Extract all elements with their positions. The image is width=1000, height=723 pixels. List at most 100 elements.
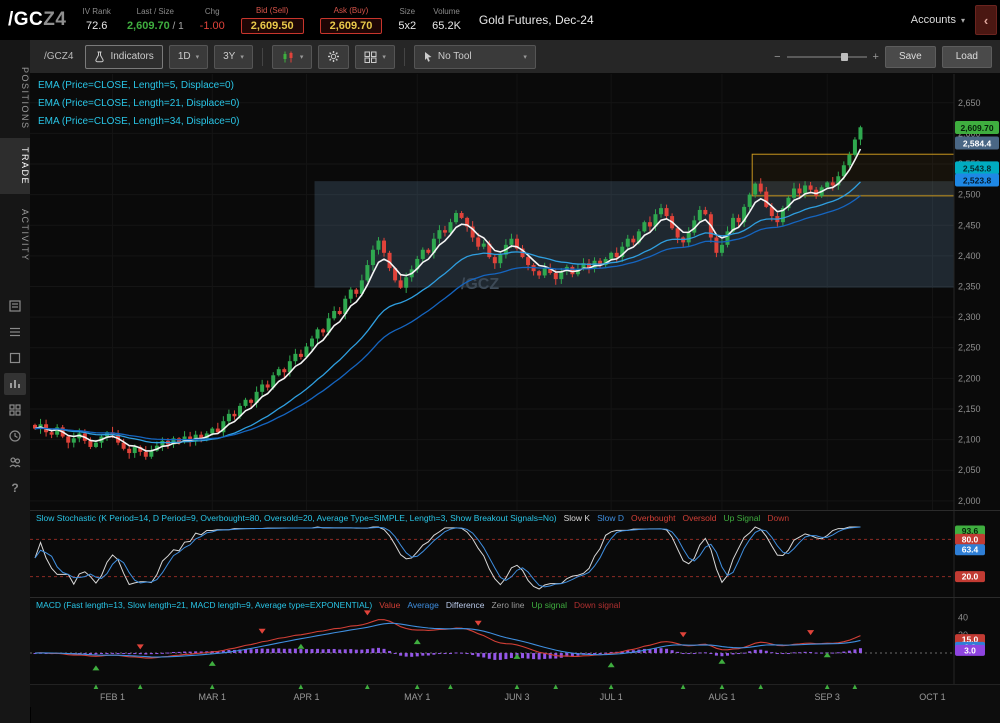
collapse-panel-button[interactable]: ‹	[975, 5, 997, 35]
watchlist-icon[interactable]	[4, 321, 26, 343]
ema34-label[interactable]: EMA (Price=CLOSE, Length=34, Displace=0)	[38, 113, 240, 131]
svg-text:20.0: 20.0	[962, 572, 979, 582]
range-dropdown[interactable]: 3Y ▾	[214, 45, 253, 69]
time-axis-label: JUL 1	[594, 692, 628, 702]
main-chart-panel[interactable]: EMA (Price=CLOSE, Length=5, Displace=0) …	[30, 74, 1000, 510]
news-icon[interactable]	[4, 295, 26, 317]
accounts-menu[interactable]: Accounts ▾	[911, 14, 965, 26]
volume-field: Volume 65.2K	[432, 7, 461, 33]
volume-value: 65.2K	[432, 19, 461, 33]
indicators-button[interactable]: Indicators	[85, 45, 162, 69]
drawing-tool-dropdown[interactable]: No Tool ▾	[414, 45, 536, 69]
macd-chart-canvas[interactable]: 402015.06.33.0	[30, 598, 1000, 685]
legend-item: Difference	[446, 600, 485, 610]
up-signal-arrow-icon	[92, 665, 99, 670]
chevron-down-icon: ▾	[961, 16, 965, 25]
chart-settings-button[interactable]	[318, 45, 349, 69]
svg-text:/GCZ: /GCZ	[461, 276, 499, 293]
change-label: Chg	[205, 7, 220, 17]
up-signal-arrow-icon: ▲	[851, 682, 859, 691]
legend-item: Slow Stochastic (K Period=14, D Period=9…	[36, 513, 557, 523]
save-button[interactable]: Save	[885, 46, 936, 68]
svg-text:2,650: 2,650	[958, 98, 981, 108]
svg-text:2,200: 2,200	[958, 373, 981, 383]
help-icon[interactable]: ?	[4, 477, 26, 499]
layout-dropdown[interactable]: ▾	[355, 45, 395, 69]
timeframe-dropdown[interactable]: 1D ▾	[169, 45, 208, 69]
sidebar-tab-positions[interactable]: POSITIONS	[0, 58, 30, 139]
chart-icon[interactable]	[4, 373, 26, 395]
svg-text:2,523.8: 2,523.8	[963, 176, 992, 186]
volume-label: Volume	[433, 7, 460, 17]
chevron-down-icon: ▾	[196, 53, 200, 61]
last-size-label: Last / Size	[137, 7, 174, 17]
time-axis: FEB 1MAR 1APR 1MAY 1JUN 3JUL 1AUG 1SEP 3…	[30, 684, 1000, 707]
up-signal-arrow-icon: ▲	[679, 682, 687, 691]
time-axis-label: FEB 1	[96, 692, 130, 702]
cursor-icon	[423, 51, 433, 63]
sidebar-tab-activity[interactable]: ACTIVITY	[0, 200, 30, 271]
instrument-description: Gold Futures, Dec-24	[479, 13, 594, 27]
up-signal-arrow-icon: ▲	[297, 682, 305, 691]
slow-d-line	[35, 527, 860, 587]
up-signal-arrow-icon: ▲	[513, 682, 521, 691]
header: /GCZ4 IV Rank 72.6 Last / Size 2,609.70 …	[0, 0, 1000, 40]
last-price-value: 2,609.70 / 1	[127, 19, 184, 34]
sidebar-tab-trade[interactable]: TRADE	[0, 138, 30, 194]
macd-panel[interactable]: MACD (Fast length=13, Slow length=21, MA…	[30, 597, 1000, 685]
stochastic-legend[interactable]: Slow Stochastic (K Period=14, D Period=9…	[36, 513, 796, 523]
down-signal-arrow-icon	[475, 621, 482, 626]
zoom-slider-track[interactable]	[787, 56, 867, 58]
zoom-slider-handle[interactable]	[841, 53, 848, 61]
legend-item: Up signal	[532, 600, 567, 610]
macd-average-line	[35, 623, 860, 657]
zoom-slider[interactable]: − +	[774, 51, 879, 63]
up-signal-arrow-icon: ▲	[136, 682, 144, 691]
svg-text:3.0: 3.0	[964, 645, 976, 655]
timeframe-value: 1D	[178, 51, 191, 62]
time-axis-label: APR 1	[289, 692, 323, 702]
time-axis-label: JUN 3	[500, 692, 534, 702]
svg-text:40: 40	[958, 612, 968, 622]
macd-legend[interactable]: MACD (Fast length=13, Slow length=21, MA…	[36, 600, 627, 610]
orders-icon[interactable]	[4, 347, 26, 369]
gear-icon	[327, 50, 340, 63]
ask-field[interactable]: Ask (Buy) 2,609.70	[320, 6, 383, 34]
up-signal-arrow-icon	[414, 639, 421, 644]
svg-text:2,100: 2,100	[958, 435, 981, 445]
stochastic-chart-canvas[interactable]: 93.680.063.420.0	[30, 511, 1000, 598]
up-signal-arrow-icon: ▲	[607, 682, 615, 691]
up-signal-arrow-icon: ▲	[413, 682, 421, 691]
ask-label: Ask (Buy)	[334, 6, 369, 16]
down-signal-arrow-icon	[807, 630, 814, 635]
load-button[interactable]: Load	[942, 46, 992, 68]
legend-item: Down signal	[574, 600, 620, 610]
chevron-down-icon: ▾	[240, 53, 244, 61]
stochastic-panel[interactable]: Slow Stochastic (K Period=14, D Period=9…	[30, 510, 1000, 598]
history-icon[interactable]	[4, 425, 26, 447]
symbol-title: /GCZ4	[8, 9, 66, 31]
bid-field[interactable]: Bid (Sell) 2,609.50	[241, 6, 304, 34]
legend-item: Overbought	[631, 513, 675, 523]
bid-label: Bid (Sell)	[256, 6, 288, 16]
bid-button[interactable]: 2,609.50	[241, 18, 304, 34]
ask-button[interactable]: 2,609.70	[320, 18, 383, 34]
zoom-out-icon[interactable]: −	[774, 51, 780, 63]
down-signal-arrow-icon	[259, 629, 266, 634]
zoom-in-icon[interactable]: +	[873, 51, 879, 63]
ema21-label[interactable]: EMA (Price=CLOSE, Length=21, Displace=0)	[38, 95, 240, 113]
ema5-label[interactable]: EMA (Price=CLOSE, Length=5, Displace=0)	[38, 77, 240, 95]
svg-text:2,150: 2,150	[958, 404, 981, 414]
size-value: 5x2	[398, 19, 416, 33]
up-signal-arrow-icon: ▲	[208, 682, 216, 691]
svg-text:80.0: 80.0	[962, 534, 979, 544]
widgets-icon[interactable]	[4, 399, 26, 421]
share-icon[interactable]	[4, 451, 26, 473]
trading-platform-window: /GCZ4 IV Rank 72.6 Last / Size 2,609.70 …	[0, 0, 1000, 723]
last-size-field: Last / Size 2,609.70 / 1	[127, 7, 184, 34]
chart-symbol-tab[interactable]: /GCZ4	[38, 49, 79, 64]
chart-type-dropdown[interactable]: ▾	[272, 45, 313, 69]
svg-text:2,400: 2,400	[958, 251, 981, 261]
left-sidebar: POSITIONS TRADE ACTIVITY ?	[0, 40, 31, 723]
main-price-chart-canvas[interactable]: /GCZ2,0002,0502,1002,1502,2002,2502,3002…	[30, 74, 1000, 510]
